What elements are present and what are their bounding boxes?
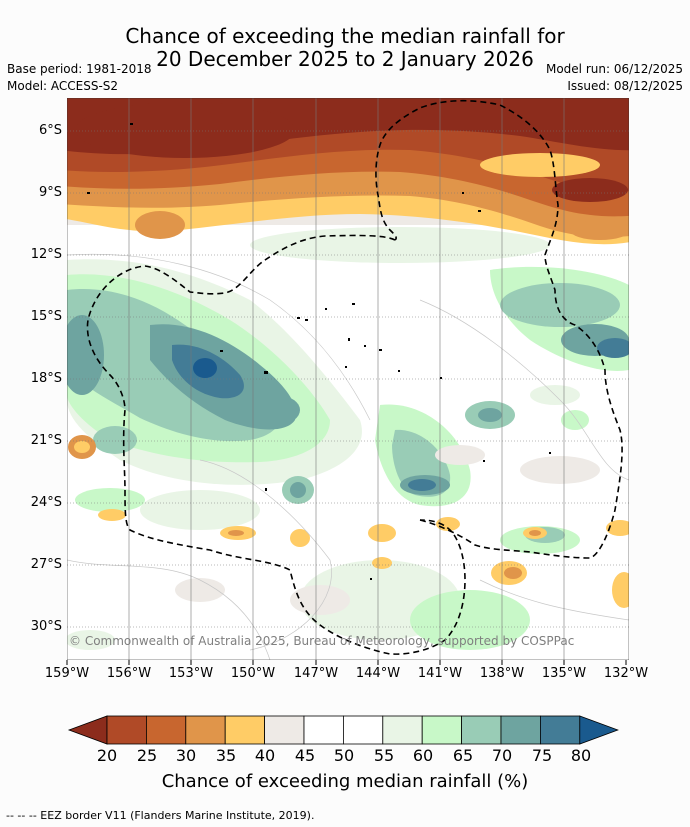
colorbar-swatch (185, 715, 226, 745)
lat-label-6s: 6°S (38, 123, 62, 138)
dry-anomaly-spots (67, 435, 629, 650)
lat-label-15s: 15°S (30, 309, 62, 324)
colorbar-swatch (224, 715, 265, 745)
colorbar-swatch (303, 715, 344, 745)
colorbar-label: Chance of exceeding median rainfall (%) (161, 771, 529, 792)
colorbar-swatch (264, 715, 305, 745)
colorbar-tick: 40 (254, 746, 276, 765)
lon-label-132w: 132°W (603, 666, 649, 681)
colorbar-extend-high (579, 715, 619, 745)
base-period: Base period: 1981-2018 (7, 62, 152, 76)
colorbar-tick: 65 (452, 746, 474, 765)
colorbar-tick: 30 (175, 746, 197, 765)
dry-anomaly-north (67, 98, 629, 245)
lon-label-156w: 156°W (106, 666, 152, 681)
colorbar-swatch (500, 715, 541, 745)
map-plot-area (67, 98, 629, 660)
map-title-line2: 20 December 2025 to 2 January 2026 (156, 47, 534, 71)
model-name: Model: ACCESS-S2 (7, 79, 119, 93)
colorbar-tick: 35 (215, 746, 237, 765)
colorbar-tick: 70 (491, 746, 513, 765)
colorbar-swatch (421, 715, 463, 745)
lat-label-18s: 18°S (30, 371, 62, 386)
issued-date: Issued: 08/12/2025 (567, 79, 683, 93)
colorbar-swatch (461, 715, 502, 745)
colorbar-tick: 25 (136, 746, 158, 765)
lon-label-153w: 153°W (168, 666, 214, 681)
lon-label-141w: 141°W (417, 666, 463, 681)
copyright-notice: © Commonwealth of Australia 2025, Bureau… (69, 634, 575, 648)
wet-anomaly-regions (67, 227, 629, 650)
lon-label-135w: 135°W (541, 666, 587, 681)
colorbar-tick: 45 (294, 746, 316, 765)
lon-label-144w: 144°W (355, 666, 401, 681)
colorbar-swatch (382, 715, 423, 745)
lat-label-27s: 27°S (30, 557, 62, 572)
colorbar-swatch (145, 715, 187, 745)
axis-ticks (66, 660, 627, 665)
map-title-line1: Chance of exceeding the median rainfall … (125, 24, 565, 48)
colorbar-tick: 55 (373, 746, 395, 765)
colorbar-tick: 50 (333, 746, 355, 765)
lat-label-24s: 24°S (30, 495, 62, 510)
colorbar-tick: 75 (531, 746, 553, 765)
colorbar-tick: 60 (412, 746, 434, 765)
lon-label-150w: 150°W (230, 666, 276, 681)
colorbar (67, 715, 619, 745)
colorbar-swatch (342, 715, 384, 745)
eez-legend-note: -- -- -- EEZ border V11 (Flanders Marine… (6, 809, 315, 822)
lon-label-138w: 138°W (479, 666, 525, 681)
lon-label-159w: 159°W (44, 666, 90, 681)
colorbar-swatch (540, 715, 581, 745)
map-meridians (128, 98, 565, 660)
lat-label-9s: 9°S (38, 185, 62, 200)
lon-label-147w: 147°W (293, 666, 339, 681)
island-markers (87, 123, 551, 580)
model-run: Model run: 06/12/2025 (545, 62, 683, 76)
eez-borders (86, 99, 623, 655)
lat-label-30s: 30°S (30, 619, 62, 634)
colorbar-swatch (106, 715, 147, 745)
lat-label-21s: 21°S (30, 433, 62, 448)
colorbar-extend-low (67, 715, 108, 745)
lat-label-12s: 12°S (30, 247, 62, 262)
colorbar-tick: 20 (96, 746, 118, 765)
colorbar-tick: 80 (570, 746, 592, 765)
